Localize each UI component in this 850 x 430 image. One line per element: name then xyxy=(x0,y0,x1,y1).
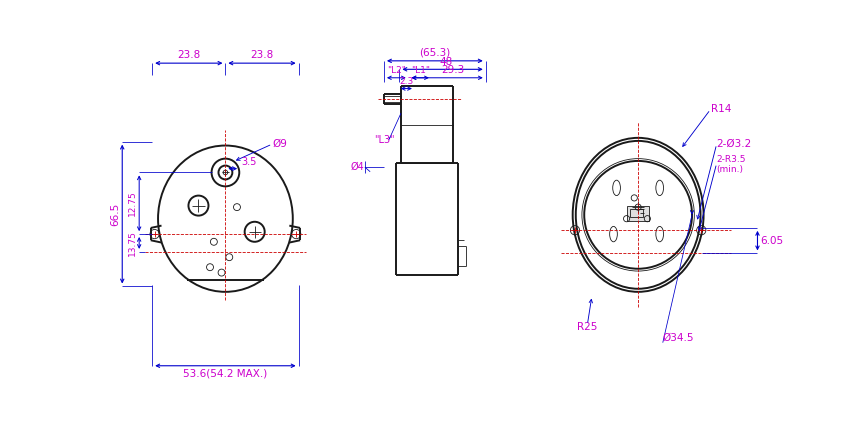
Text: R25: R25 xyxy=(576,322,597,332)
Text: 23.8: 23.8 xyxy=(177,50,201,60)
Text: 12.75: 12.75 xyxy=(128,190,137,216)
Text: 2.3: 2.3 xyxy=(400,77,413,86)
Text: 13.75: 13.75 xyxy=(128,230,137,256)
Text: Ø34.5: Ø34.5 xyxy=(663,333,694,343)
Text: "L3": "L3" xyxy=(374,135,394,145)
Text: 66.5: 66.5 xyxy=(110,203,120,226)
Text: (65.3): (65.3) xyxy=(419,48,451,58)
Bar xyxy=(631,209,643,217)
Text: 23.8: 23.8 xyxy=(251,50,274,60)
Text: 3.5: 3.5 xyxy=(241,157,257,167)
Text: "L2": "L2" xyxy=(387,67,405,76)
Text: Ø9: Ø9 xyxy=(272,139,287,149)
Text: 6.05: 6.05 xyxy=(760,236,783,246)
Text: 29.3: 29.3 xyxy=(442,65,465,76)
Text: "L1": "L1" xyxy=(411,67,430,76)
Text: 53.6(54.2 MAX.): 53.6(54.2 MAX.) xyxy=(184,369,268,379)
Bar xyxy=(627,206,649,221)
Circle shape xyxy=(223,170,228,175)
Text: 48: 48 xyxy=(439,57,453,67)
Text: R14: R14 xyxy=(711,104,731,114)
Text: 2-Ø3.2: 2-Ø3.2 xyxy=(717,139,752,149)
Text: Ø4: Ø4 xyxy=(350,162,364,172)
Text: 2-R3.5
(min.): 2-R3.5 (min.) xyxy=(717,155,746,175)
